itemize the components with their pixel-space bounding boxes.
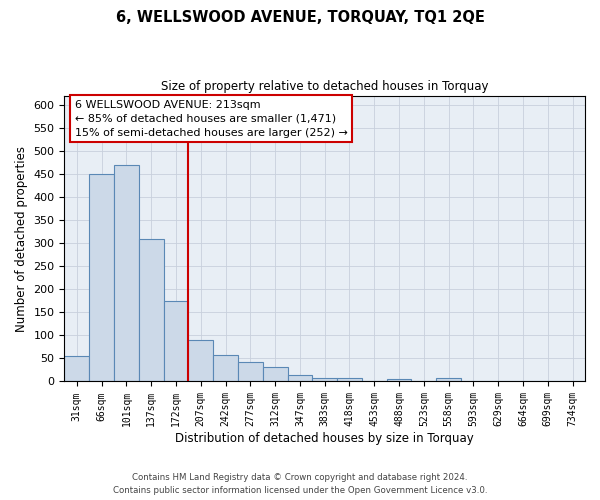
X-axis label: Distribution of detached houses by size in Torquay: Distribution of detached houses by size … (175, 432, 474, 445)
Bar (238, 362, 263, 382)
Bar (89, 174, 114, 382)
Bar (337, 378, 362, 382)
Bar (164, 301, 188, 382)
Bar (362, 380, 386, 382)
Bar (313, 378, 337, 382)
Title: Size of property relative to detached houses in Torquay: Size of property relative to detached ho… (161, 80, 488, 93)
Text: Contains HM Land Registry data © Crown copyright and database right 2024.
Contai: Contains HM Land Registry data © Crown c… (113, 474, 487, 495)
Text: 6, WELLSWOOD AVENUE, TORQUAY, TQ1 2QE: 6, WELLSWOOD AVENUE, TORQUAY, TQ1 2QE (116, 10, 484, 25)
Bar (188, 340, 213, 382)
Bar (436, 378, 461, 382)
Bar (213, 354, 238, 382)
Bar (64, 356, 89, 382)
Bar (287, 374, 313, 382)
Y-axis label: Number of detached properties: Number of detached properties (15, 146, 28, 332)
Bar (486, 380, 511, 382)
Bar (139, 238, 164, 382)
Text: 6 WELLSWOOD AVENUE: 213sqm
← 85% of detached houses are smaller (1,471)
15% of s: 6 WELLSWOOD AVENUE: 213sqm ← 85% of deta… (75, 100, 347, 138)
Bar (263, 366, 287, 382)
Bar (560, 380, 585, 382)
Bar (114, 164, 139, 382)
Bar (412, 380, 436, 382)
Bar (386, 378, 412, 382)
